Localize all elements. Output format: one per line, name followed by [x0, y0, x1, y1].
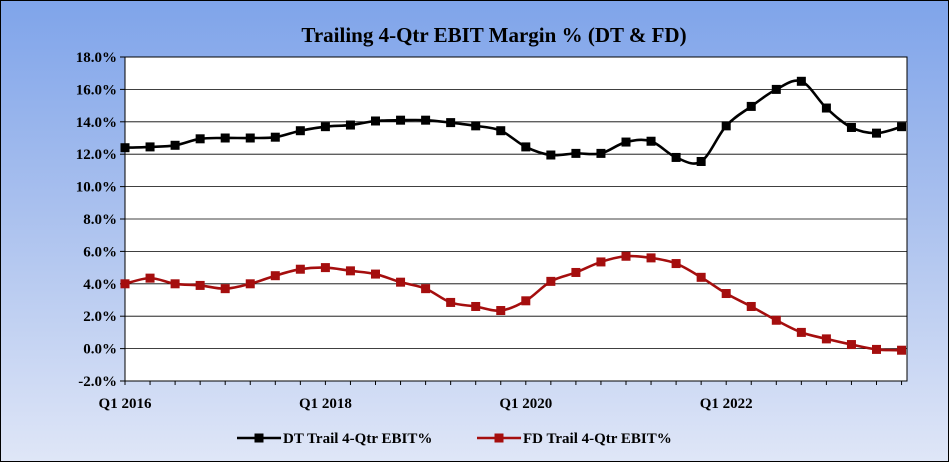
series-0-point-9	[345, 120, 355, 130]
series-0-point-29	[846, 122, 856, 132]
y-axis-ticks: -2.0% 0.0% 2.0% 4.0% 6.0% 8.0% 10.0% 12.0% 14.0%…	[76, 50, 125, 390]
series-0-point-21	[646, 136, 656, 146]
series-0-point-30	[872, 128, 881, 138]
series-1-point-0	[120, 279, 130, 289]
series-0-point-18	[571, 148, 581, 158]
series-1-point-10	[371, 269, 380, 279]
series-0-point-1	[145, 142, 155, 152]
chart-title: Trailing 4-Qtr EBIT Margin % (DT & FD)	[301, 23, 686, 47]
series-1-point-25	[746, 301, 756, 311]
series-0-point-11	[396, 115, 406, 125]
y-tick-label-1: 0.0%	[83, 342, 117, 358]
series-0-point-4	[220, 133, 230, 143]
x-tick-label-0: Q1 2016	[99, 396, 152, 412]
series-0-point-14	[471, 121, 481, 131]
series-1-point-13	[446, 297, 456, 307]
series-1-point-3	[195, 280, 205, 290]
series-0-point-22	[671, 152, 681, 162]
series-1-point-31	[897, 345, 907, 355]
legend-marker-1	[494, 433, 504, 443]
x-tick-label-2: Q1 2020	[499, 396, 552, 412]
series-1-point-19	[596, 257, 606, 267]
series-0-point-28	[821, 103, 831, 113]
y-tick-label-3: 4.0%	[83, 277, 117, 293]
y-tick-label-5: 8.0%	[83, 212, 117, 228]
series-1-point-22	[671, 259, 681, 269]
series-1-point-4	[220, 284, 230, 294]
series-group	[120, 76, 907, 355]
series-0-point-25	[746, 101, 756, 111]
series-1-point-23	[696, 272, 706, 282]
series-1-point-21	[646, 253, 656, 263]
series-1-point-28	[821, 334, 831, 344]
series-1-point-18	[571, 267, 581, 277]
series-1-point-9	[345, 266, 355, 276]
series-1-point-24	[721, 289, 731, 299]
series-1-point-12	[421, 284, 431, 294]
series-1-point-8	[320, 263, 330, 273]
series-0-point-27	[796, 76, 806, 86]
y-tick-label-4: 6.0%	[83, 244, 117, 260]
series-0-point-23	[696, 156, 706, 166]
series-1-point-16	[521, 296, 531, 306]
y-tick-label-10: 18.0%	[76, 50, 117, 66]
y-tick-label-0: -2.0%	[78, 374, 117, 390]
series-1-point-20	[621, 251, 631, 261]
x-tick-label-3: Q1 2022	[700, 396, 753, 412]
y-tick-label-2: 2.0%	[83, 309, 117, 325]
y-tick-label-8: 14.0%	[76, 115, 117, 131]
series-0-point-15	[496, 126, 506, 136]
series-1-point-11	[396, 277, 406, 287]
legend-label-1: FD Trail 4-Qtr EBIT%	[523, 431, 672, 447]
legend-marker-0	[254, 433, 264, 443]
y-tick-label-9: 16.0%	[76, 82, 117, 98]
series-0-point-7	[295, 126, 305, 136]
series-0-point-26	[771, 84, 781, 94]
series-0-point-3	[195, 134, 205, 144]
series-1-point-2	[170, 279, 180, 289]
series-1-point-15	[496, 306, 506, 316]
y-tick-label-6: 10.0%	[76, 180, 117, 196]
series-0-point-13	[446, 118, 456, 128]
series-1-point-1	[145, 273, 155, 283]
series-0-point-19	[596, 148, 606, 158]
series-0-point-6	[270, 132, 280, 142]
legend-label-0: DT Trail 4-Qtr EBIT%	[283, 431, 432, 447]
series-1-point-17	[546, 276, 556, 286]
series-0-point-24	[721, 121, 731, 131]
series-0-point-0	[120, 143, 130, 153]
legend: DT Trail 4-Qtr EBIT% FD Trail 4-Qtr EBIT%	[237, 431, 672, 447]
series-0-point-12	[421, 115, 431, 125]
x-axis-ticks: Q1 2016 Q1 2018 Q1 2020 Q1 2022	[99, 381, 903, 412]
series-0-point-5	[245, 133, 255, 143]
series-1-point-14	[471, 301, 481, 311]
series-0-point-17	[546, 150, 556, 160]
x-tick-label-1: Q1 2018	[299, 396, 352, 412]
series-0-point-8	[320, 122, 330, 132]
series-1-point-7	[295, 264, 305, 274]
series-0-point-31	[897, 122, 907, 132]
series-0-point-2	[170, 140, 180, 150]
y-tick-label-7: 12.0%	[76, 147, 117, 163]
series-0-point-20	[621, 137, 631, 147]
series-1-point-5	[245, 279, 255, 289]
series-1-point-6	[270, 271, 280, 281]
series-1-point-29	[846, 340, 856, 350]
series-0-point-16	[521, 142, 531, 152]
series-0-point-10	[371, 116, 380, 126]
series-1-point-30	[872, 344, 881, 354]
series-1-point-26	[771, 315, 781, 325]
series-1-point-27	[796, 327, 806, 337]
